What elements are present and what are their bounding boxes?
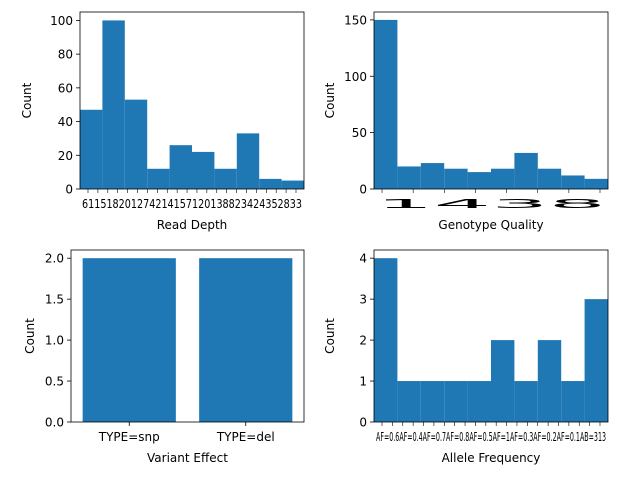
bar [124,99,148,189]
subplot-4: AF=0.6AF=0.4AF=0.7AF=0.8AF=0.5AF=1AF=0.3… [323,249,609,465]
subplot-1: 611518201274214157120138823424352833 0 20 4… [20,11,305,232]
bar [537,340,562,422]
y-tick-label: 150 [344,13,367,27]
subplot-2: 1438 0 50 100 150 Genotype Quality Count [323,11,609,232]
bar [80,109,103,189]
x-tick-labels-overlap: 1438 [376,197,606,211]
y-tick-label: 0.5 [45,375,64,389]
bar [561,175,585,189]
bar [199,258,293,422]
bar [420,381,445,422]
bar [491,340,515,422]
bar [192,151,215,189]
bar [491,168,515,189]
y-tick-label: 100 [344,70,367,84]
bar [444,168,468,189]
bar [259,178,282,189]
x-axis-label: Allele Frequency [442,451,541,465]
x-axis-label: Variant Effect [147,451,228,465]
bar [420,163,445,189]
y-axis-label: Count [20,82,34,118]
bar [397,381,421,422]
y-tick-label: 0 [359,183,367,197]
y-tick-label: 0.0 [45,416,64,430]
bar [584,299,608,422]
bar [561,381,585,422]
bar [397,166,421,189]
bar [537,168,562,189]
y-tick-label: 100 [50,14,73,28]
x-axis-label: Genotype Quality [438,218,543,232]
x-tick-label: TYPE=snp [98,430,160,444]
y-axis-label: Count [323,318,337,354]
y-tick-label: 1.5 [45,293,64,307]
y-tick-label: 40 [58,115,73,129]
bar [214,168,237,189]
bar [374,19,398,189]
y-tick-label: 2.0 [45,252,64,266]
bar [374,258,398,422]
y-tick-label: 2 [359,334,367,348]
bar [147,168,170,189]
y-tick-label: 0 [359,416,367,430]
bar [236,133,260,189]
axes-frame [79,11,305,190]
axes-frame [70,249,305,423]
y-tick-label: 4 [359,252,367,266]
y-tick-label: 1.0 [45,334,64,348]
y-tick-label: 3 [359,293,367,307]
x-tick-labels-overlap: 611518201274214157120138823424352833 [82,197,302,211]
bar [514,152,538,189]
y-axis-label: Count [23,318,37,354]
bar [169,145,192,189]
bar [514,381,538,422]
axes-frame [373,11,609,190]
y-axis-label: Count [323,82,337,118]
axes-frame [373,249,609,423]
y-tick-label: 60 [58,81,73,95]
bar [82,258,176,422]
x-tick-labels-overlap: AF=0.6AF=0.4AF=0.7AF=0.8AF=0.5AF=1AF=0.3… [376,430,606,444]
bar [281,180,304,189]
bar [102,20,125,189]
bar [467,172,491,189]
x-tick-label: TYPE=del [216,430,275,444]
x-axis-label: Read Depth [157,218,228,232]
y-tick-label: 1 [359,375,367,389]
bar [584,178,608,189]
y-tick-label: 0 [65,183,73,197]
y-tick-label: 20 [58,149,73,163]
bar [444,381,468,422]
bar [467,381,491,422]
y-tick-label: 80 [58,48,73,62]
subplot-3: TYPE=snp TYPE=del 0.0 0.5 1.0 1.5 2.0 Variant E… [23,249,305,465]
y-tick-label: 50 [352,126,367,140]
